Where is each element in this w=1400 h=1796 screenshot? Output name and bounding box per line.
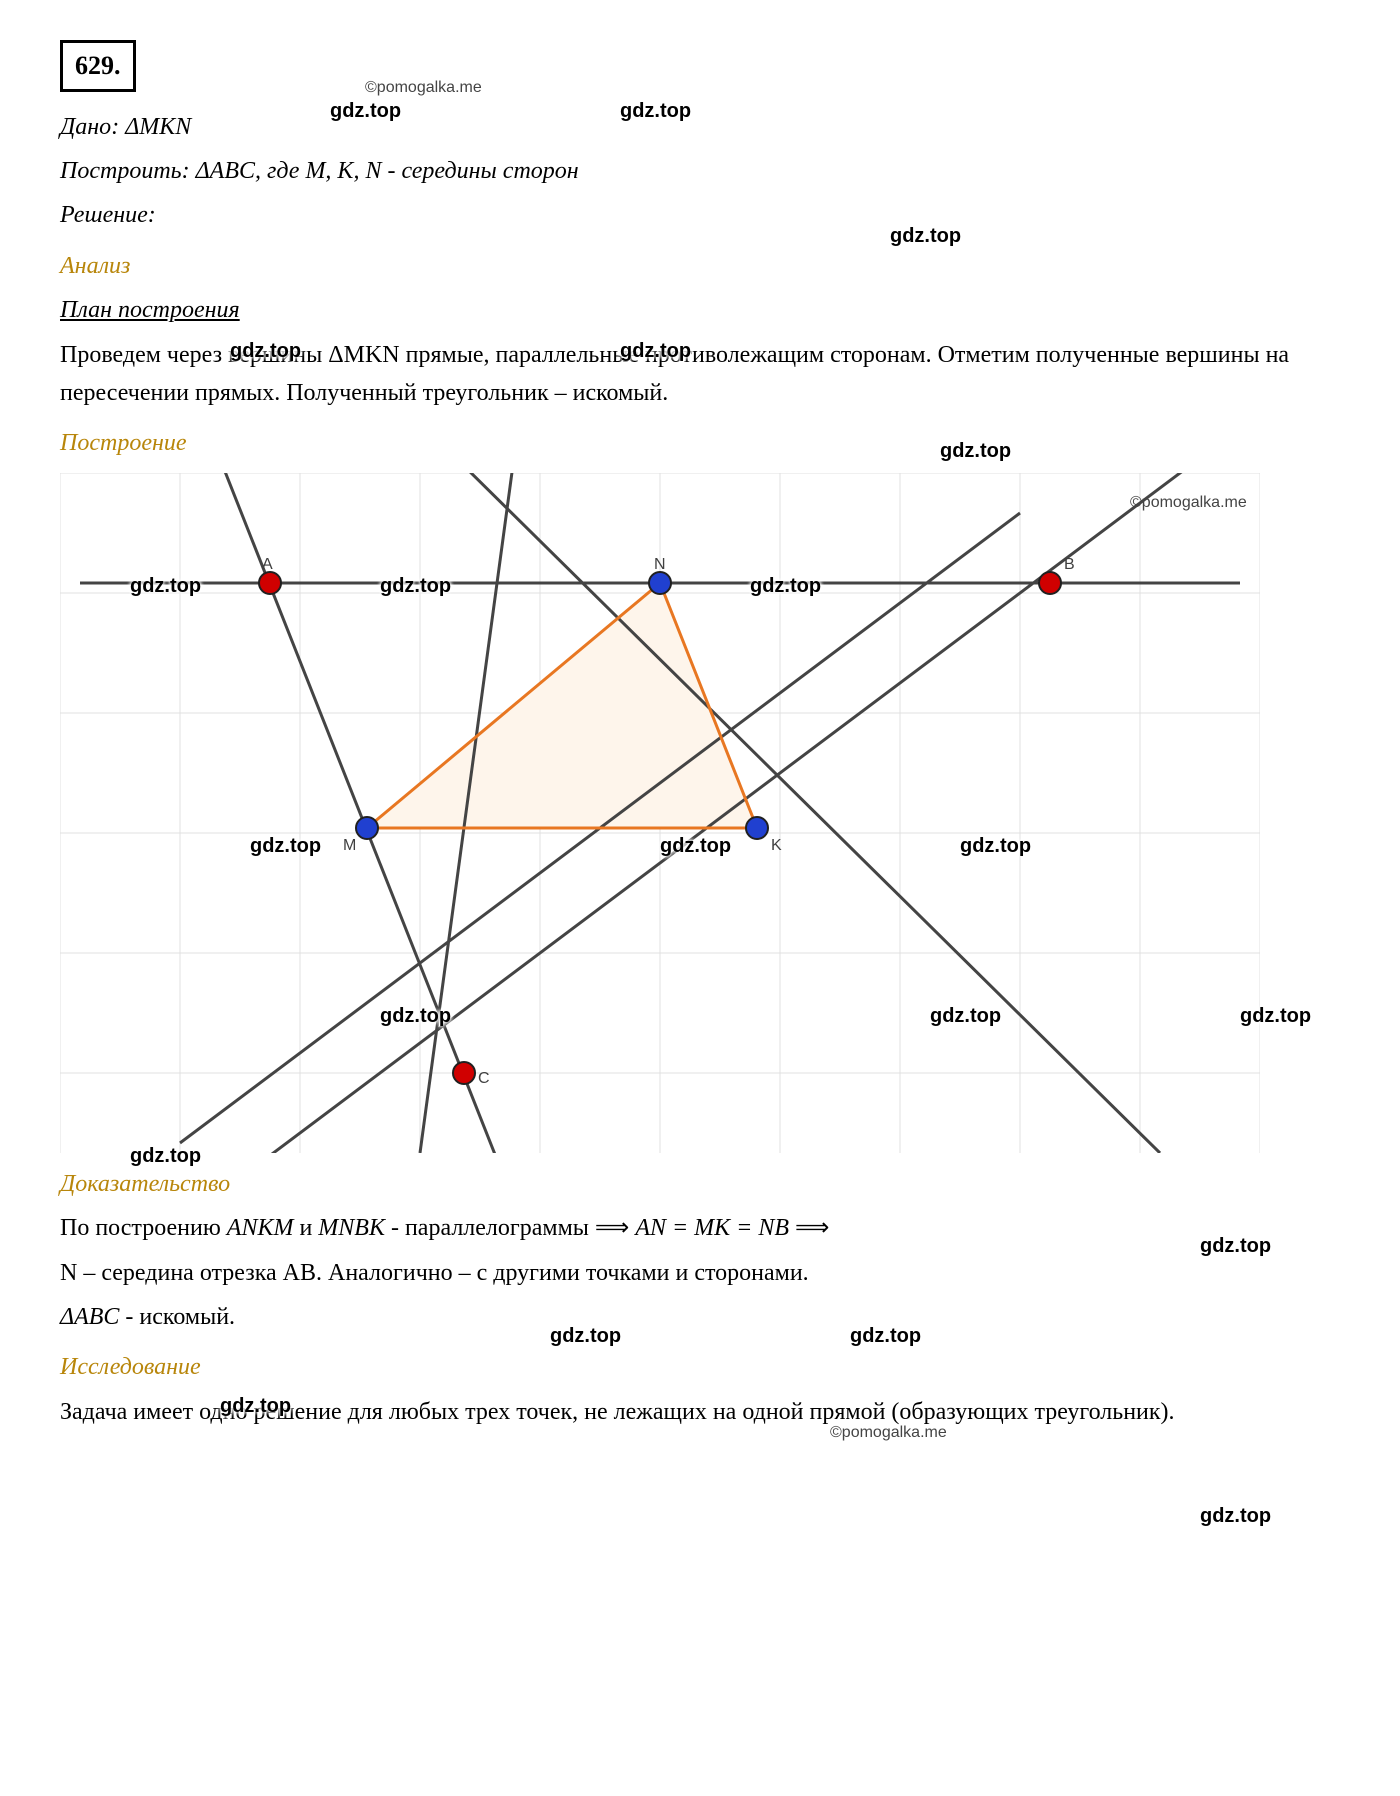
construction-diagram: A B C N M K: [60, 473, 1260, 1153]
given-line: Дано: ΔMKN: [60, 108, 1340, 146]
proof-line-2: N – середина отрезка AB. Аналогично – с …: [60, 1254, 1340, 1292]
copyright-text: ©pomogalka.me: [365, 75, 482, 101]
given-label: Дано: [60, 114, 111, 140]
plan-text: Проведем через вершины ΔMKN прямые, пара…: [60, 336, 1340, 413]
svg-text:A: A: [262, 556, 273, 573]
construction-heading: Построение: [60, 424, 1340, 462]
proof-line-1: По построению ANKM и MNBK - параллелогра…: [60, 1209, 1340, 1247]
svg-text:M: M: [343, 837, 356, 854]
page-content: 629. Дано: ΔMKN Построить: ΔABC, где M, …: [60, 40, 1340, 1431]
svg-text:K: K: [771, 837, 782, 854]
construct-label: Построить: [60, 158, 182, 184]
svg-text:B: B: [1064, 556, 1075, 573]
research-text: Задача имеет одно решение для любых трех…: [60, 1393, 1340, 1431]
plan-heading: План построения: [60, 291, 1340, 329]
svg-text:C: C: [478, 1070, 490, 1087]
proof-line-3: ΔABC - искомый.: [60, 1298, 1340, 1336]
analysis-heading: Анализ: [60, 247, 1340, 285]
problem-number: 629.: [60, 40, 136, 92]
proof-heading: Доказательство: [60, 1165, 1340, 1203]
geometry-diagram: A B C N M K: [60, 473, 1260, 1153]
svg-text:N: N: [654, 556, 666, 573]
watermark-text: gdz.top: [1200, 1500, 1271, 1532]
solution-label: Решение:: [60, 196, 1340, 234]
given-value: ΔMKN: [125, 114, 191, 140]
construct-line: Построить: ΔABC, где M, K, N - середины …: [60, 152, 1340, 190]
construct-value: ΔABC, где M, K, N - середины сторон: [196, 158, 579, 184]
research-heading: Исследование: [60, 1348, 1340, 1386]
